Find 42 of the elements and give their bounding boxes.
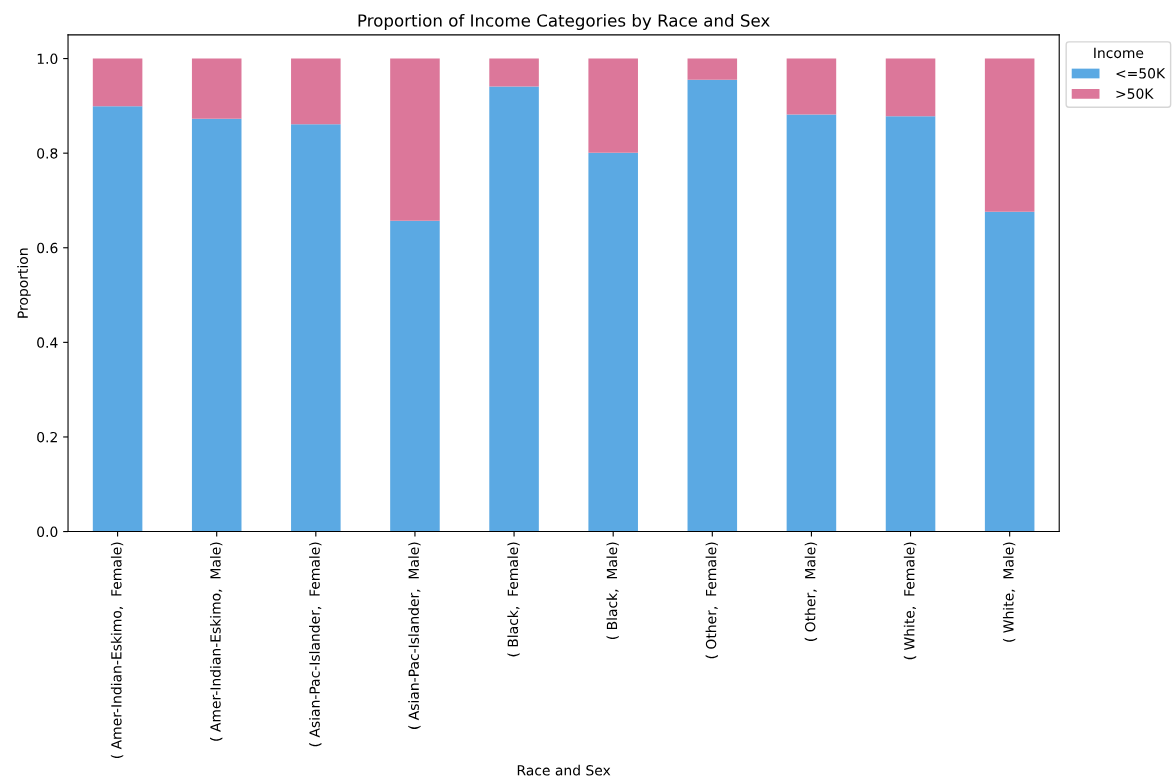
y-axis-title: Proportion xyxy=(17,248,31,318)
bar xyxy=(885,58,936,117)
bar xyxy=(984,211,1035,532)
bar xyxy=(786,114,837,532)
bar xyxy=(291,124,341,532)
bar xyxy=(687,58,738,80)
bar xyxy=(390,58,440,221)
x-tick-label: ( Asian-Pac-Islander, Female) xyxy=(309,542,322,747)
y-tick-label: 0.2 xyxy=(37,431,57,443)
x-tick-label: ( Black, Male) xyxy=(606,542,619,640)
chart-title: Proportion of Income Categories by Race and Sex xyxy=(358,13,770,31)
bar xyxy=(984,58,1035,212)
x-tick-label: ( White, Female) xyxy=(903,542,917,660)
y-tick-label: 0.6 xyxy=(37,242,58,254)
x-tick-label: ( Other, Female) xyxy=(705,542,718,659)
bar xyxy=(588,152,638,532)
x-axis-title: Race and Sex xyxy=(517,764,611,776)
y-tick-label: 0.0 xyxy=(37,526,58,538)
bar xyxy=(191,58,242,119)
bar xyxy=(786,58,837,115)
bar xyxy=(191,118,242,532)
x-tick-label: ( White, Male) xyxy=(1002,542,1016,642)
bar xyxy=(390,220,440,532)
y-tick-label: 0.8 xyxy=(37,148,58,159)
x-tick-label: ( Amer-Indian-Eskimo, Male) xyxy=(209,542,223,741)
x-tick-label: ( Other, Male) xyxy=(804,542,818,641)
y-tick-label: 1.0 xyxy=(37,53,58,65)
bar xyxy=(588,58,638,153)
y-tick-label: 0.4 xyxy=(37,337,58,348)
legend-label: <=50K xyxy=(1116,68,1166,79)
bar xyxy=(489,58,539,87)
bar xyxy=(92,106,143,532)
bar xyxy=(885,116,936,532)
x-tick-label: ( Amer-Indian-Eskimo, Female) xyxy=(110,542,124,759)
legend-title: Income xyxy=(1094,47,1144,59)
bar xyxy=(92,58,143,107)
bar xyxy=(291,58,341,125)
x-tick-label: ( Black, Female) xyxy=(507,542,520,657)
x-tick-label: ( Asian-Pac-Islander, Male) xyxy=(408,542,421,729)
bar xyxy=(489,86,539,532)
legend-label: >50K xyxy=(1116,88,1154,99)
bar xyxy=(687,79,738,532)
